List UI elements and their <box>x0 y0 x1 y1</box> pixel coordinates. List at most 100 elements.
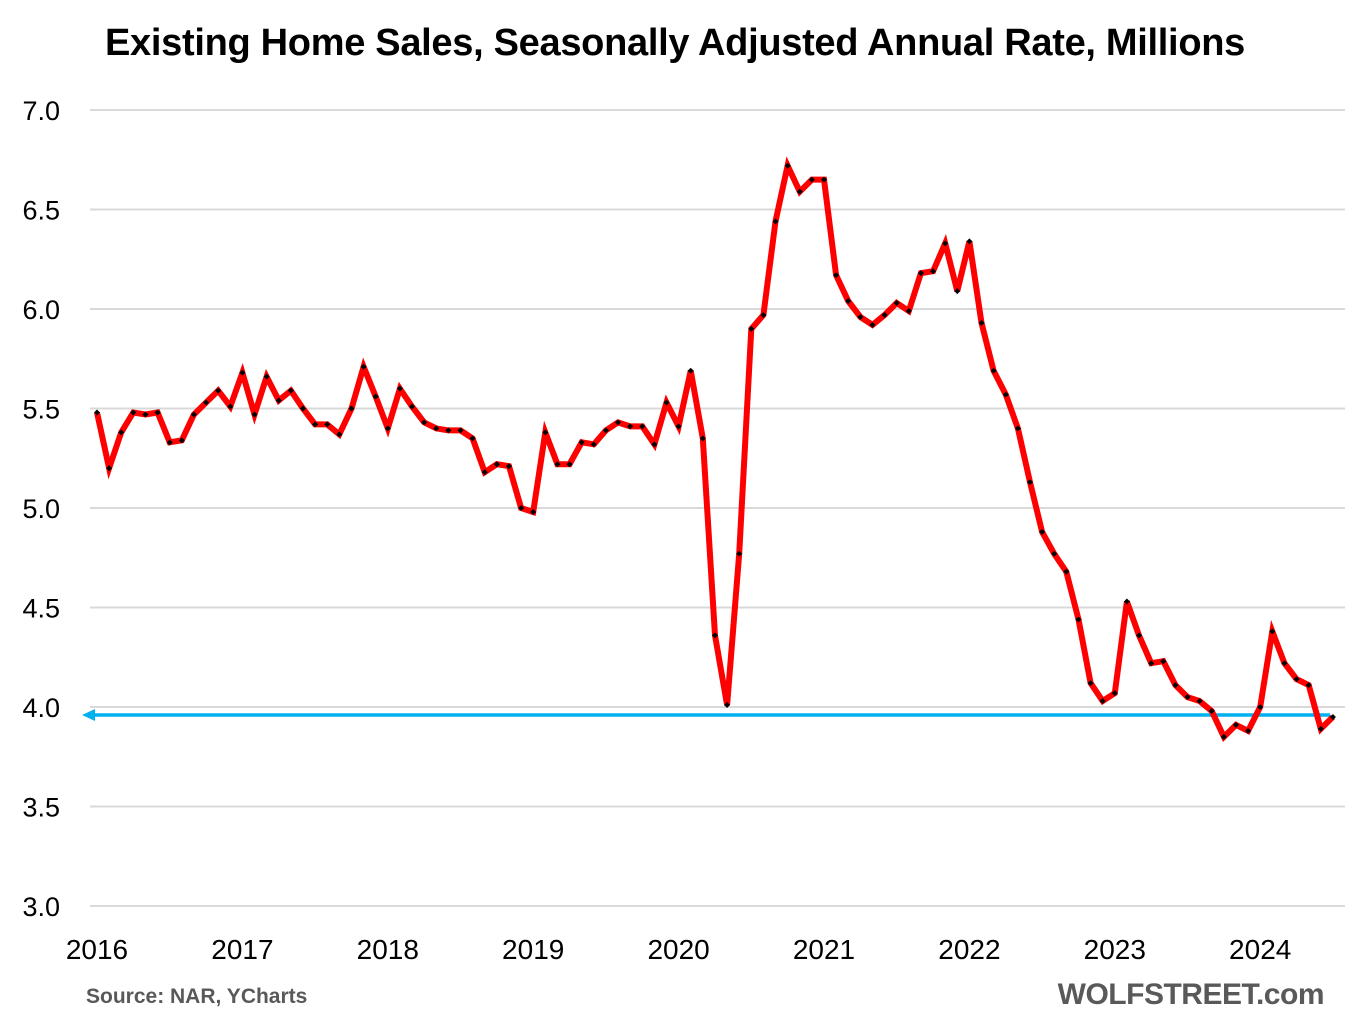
data-point <box>554 461 561 468</box>
y-tick-label: 6.5 <box>22 196 60 226</box>
data-point <box>299 405 306 412</box>
data-point <box>796 188 803 195</box>
data-point <box>469 435 476 442</box>
data-point <box>263 373 270 380</box>
data-point <box>287 387 294 394</box>
data-point <box>590 441 597 448</box>
data-point <box>421 419 428 426</box>
data-point <box>518 505 525 511</box>
data-point <box>178 437 185 444</box>
data-point <box>615 419 622 426</box>
data-point <box>433 425 440 432</box>
data-point <box>118 429 125 436</box>
data-point <box>1051 550 1058 557</box>
data-point <box>675 423 682 430</box>
y-tick-label: 6.0 <box>22 295 60 325</box>
y-tick-label: 5.5 <box>22 395 60 425</box>
x-tick-label: 2016 <box>66 934 128 965</box>
data-point <box>1196 698 1203 705</box>
data-point <box>1220 733 1227 740</box>
data-point <box>869 321 876 328</box>
data-point <box>784 162 791 169</box>
x-tick-label: 2020 <box>647 934 709 965</box>
data-point <box>360 363 367 370</box>
data-point <box>1148 660 1155 667</box>
data-point <box>566 461 573 468</box>
data-point <box>748 325 755 332</box>
data-point <box>821 176 827 183</box>
data-point <box>481 469 488 476</box>
data-point <box>542 429 549 436</box>
gridlines <box>90 109 1345 907</box>
data-point <box>930 268 937 275</box>
data-point <box>1329 713 1336 720</box>
data-point <box>396 385 403 392</box>
data-point <box>578 439 585 446</box>
x-tick-label: 2021 <box>793 934 855 965</box>
x-tick-label: 2022 <box>938 934 1000 965</box>
x-tick-label: 2024 <box>1229 934 1291 965</box>
reference-arrow-head <box>82 708 95 721</box>
data-point <box>1281 660 1288 667</box>
data-point <box>990 367 997 374</box>
data-point <box>724 702 731 709</box>
data-point <box>857 313 864 320</box>
data-point <box>651 441 658 448</box>
data-point <box>142 411 149 418</box>
data-point <box>978 319 985 326</box>
data-point <box>1111 690 1118 697</box>
data-point <box>1014 425 1021 432</box>
data-point <box>1245 727 1252 734</box>
data-point <box>409 403 416 410</box>
data-point <box>760 311 767 318</box>
x-axis-ticks: 2016 2017 2018 2019 2020 2021 2022 2023 2024 <box>66 934 1291 965</box>
data-point <box>663 399 670 406</box>
data-point <box>130 409 137 416</box>
brand-watermark: WOLFSTREET.com <box>1057 978 1325 1011</box>
reference-line-group <box>82 708 1330 721</box>
data-point <box>154 409 161 416</box>
data-point <box>1087 680 1094 687</box>
x-tick-label: 2019 <box>502 934 564 965</box>
data-point <box>1208 707 1215 714</box>
data-point <box>493 461 500 468</box>
data-point <box>1269 628 1276 635</box>
y-axis-ticks: 3.0 3.5 4.0 4.5 5.0 5.5 6.0 6.5 7.0 <box>22 96 60 922</box>
data-point <box>881 311 888 318</box>
y-tick-label: 3.0 <box>22 892 60 922</box>
data-point <box>1136 632 1143 639</box>
y-tick-label: 5.0 <box>22 494 60 524</box>
data-point <box>275 397 282 404</box>
data-point <box>966 238 973 245</box>
data-point <box>833 272 840 279</box>
data-point <box>445 427 452 434</box>
data-point <box>190 411 197 418</box>
data-point <box>893 300 900 307</box>
data-point <box>348 405 355 412</box>
data-point <box>94 409 100 416</box>
data-point <box>1099 698 1106 705</box>
data-point <box>905 307 912 314</box>
series-line <box>94 156 1336 743</box>
data-point <box>1172 682 1179 689</box>
data-point <box>1002 391 1009 398</box>
source-note: Source: NAR, YCharts <box>86 985 308 1008</box>
data-point <box>1063 568 1070 575</box>
data-point <box>1026 479 1033 486</box>
x-tick-label: 2023 <box>1084 934 1146 965</box>
data-point <box>251 411 258 418</box>
y-tick-label: 4.0 <box>22 693 60 723</box>
data-point <box>1123 598 1130 605</box>
y-tick-label: 3.5 <box>22 793 60 823</box>
data-point <box>639 423 646 430</box>
chart-title: Existing Home Sales, Seasonally Adjusted… <box>105 22 1245 64</box>
data-point <box>687 367 694 374</box>
data-point <box>1305 682 1312 689</box>
y-tick-label: 4.5 <box>22 594 60 624</box>
data-point <box>1075 616 1082 623</box>
data-point <box>530 508 537 515</box>
data-point <box>215 387 222 394</box>
data-point <box>384 425 391 432</box>
data-point <box>1039 528 1046 535</box>
